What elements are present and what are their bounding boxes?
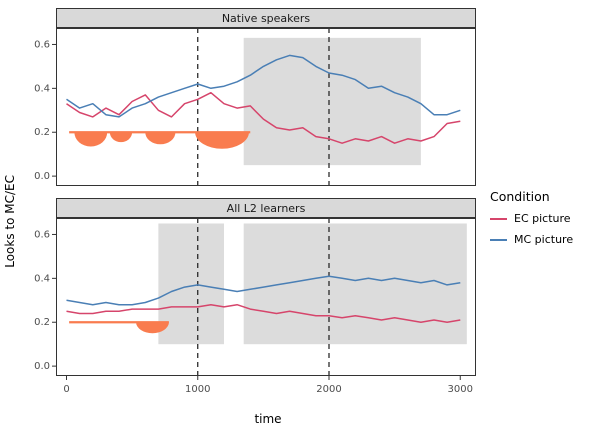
panel-native-speakers-chart: 0.0 0.2 0.4 0.6 [34,28,476,186]
legend: Condition EC picture MC picture [480,0,600,443]
svg-text:0.2: 0.2 [34,127,50,138]
svg-text:0.4: 0.4 [34,273,50,284]
legend-swatch-ec-line [490,217,507,220]
facet-native-speakers: Native speakers 0.0 0.2 0.4 0.6 [20,8,480,186]
svg-text:1000: 1000 [185,384,210,395]
svg-text:3000: 3000 [448,384,473,395]
svg-text:0.2: 0.2 [34,317,50,328]
svg-text:0.6: 0.6 [34,229,50,240]
legend-title: Condition [490,189,550,204]
legend-swatch-mc-line [490,238,507,241]
legend-item-mc-picture: MC picture [490,233,600,246]
svg-text:0: 0 [63,384,69,395]
legend-item-ec-picture: EC picture [490,212,600,225]
svg-text:2000: 2000 [316,384,341,395]
plot-column: Native speakers 0.0 0.2 0.4 0.6 All L2 lear… [20,0,480,443]
svg-text:0.6: 0.6 [34,39,50,50]
facet-strip-native-speakers: Native speakers [56,8,476,28]
x-axis-label: time [254,412,282,426]
facet-all-l2-learners: All L2 learners 0.0 0.2 0.4 0.6 0 1000 2000 300… [20,198,480,410]
y-axis-label: Looks to MC/EC [3,175,17,268]
facet-strip-all-l2-learners: All L2 learners [56,198,476,218]
y-axis-label-column: Looks to MC/EC [0,0,20,443]
legend-item-label: EC picture [514,212,571,225]
svg-text:0.0: 0.0 [34,171,50,182]
svg-text:0.0: 0.0 [34,361,50,372]
svg-text:0.4: 0.4 [34,83,50,94]
legend-item-label: MC picture [514,233,574,246]
panel-all-l2-learners-chart: 0.0 0.2 0.4 0.6 0 1000 2000 3000 [34,218,476,395]
